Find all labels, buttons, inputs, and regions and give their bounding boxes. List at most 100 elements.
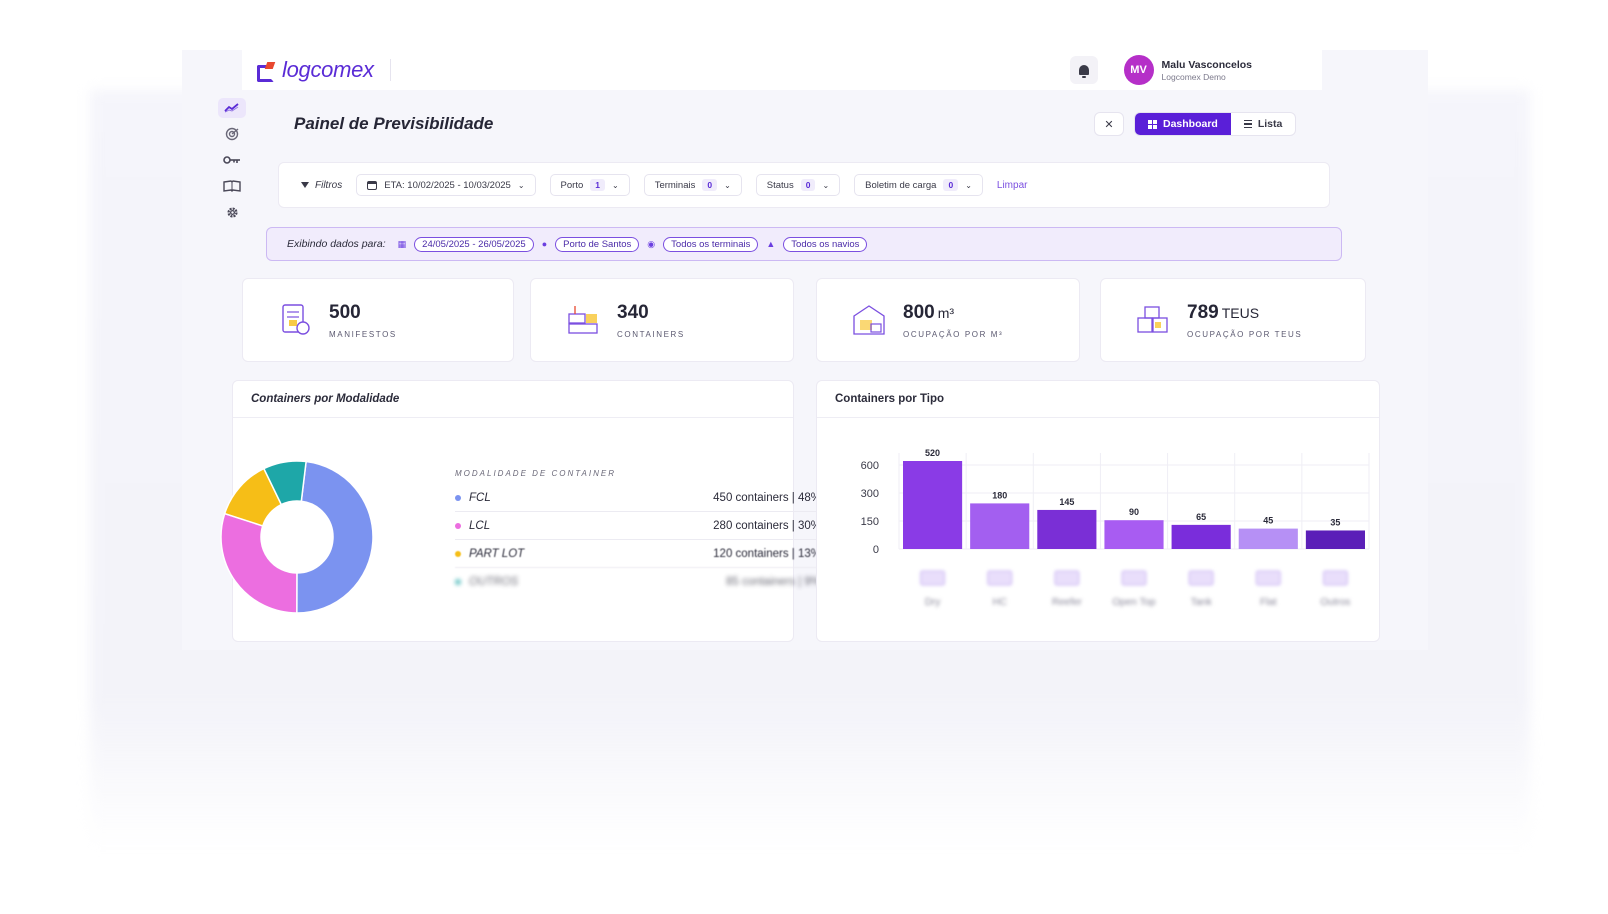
legend-row-outros[interactable]: OUTROS 85 containers | 9% — [455, 568, 821, 596]
boletim-filter[interactable]: Boletim de carga 0 ⌄ — [854, 174, 983, 196]
ships-tag[interactable]: Todos os navios — [783, 236, 868, 252]
calendar-icon: ▦ — [397, 238, 407, 249]
bar-value-label: 35 — [1330, 517, 1340, 527]
legend-dot — [455, 579, 461, 585]
bar-open-top[interactable] — [1104, 520, 1164, 549]
legend-value: 85 containers | 9% — [725, 576, 821, 588]
avatar: MV — [1123, 55, 1154, 85]
location-pin-icon: ● — [541, 239, 548, 249]
kpi-card-ocupacao-m3: 800 m³ OCUPAÇÃO POR M³ — [816, 278, 1080, 362]
donut-slice-fcl[interactable] — [296, 460, 374, 614]
displaying-label: Exibindo dados para: — [287, 238, 386, 250]
kpi-value-teus: 789 TEUS — [1187, 302, 1302, 324]
sidebar-item-analytics[interactable] — [218, 98, 246, 118]
bar-value-label: 180 — [992, 490, 1007, 500]
kpi-unit-m3: m³ — [937, 304, 955, 321]
key-icon — [223, 156, 240, 164]
sidebar-item-access[interactable] — [218, 150, 246, 170]
manifest-icon — [282, 304, 310, 335]
container-type-icon — [1255, 570, 1281, 586]
boletim-label: Boletim de carga — [865, 179, 937, 191]
porto-label: Porto — [560, 179, 584, 191]
chevron-down-icon: ⌄ — [517, 180, 525, 190]
legend-value: 120 containers | 13% — [713, 547, 821, 560]
sidebar-item-settings[interactable] — [218, 202, 246, 222]
legend-name: LCL — [469, 519, 491, 532]
legend-row-fcl[interactable]: FCL 450 containers | 48% — [455, 484, 821, 512]
donut-slice-outros[interactable] — [262, 460, 307, 506]
notifications-button[interactable] — [1069, 56, 1098, 84]
kpi-number-m3: 800 — [903, 301, 935, 323]
warehouse-icon — [853, 305, 885, 335]
view-toggle: Dashboard Lista — [1134, 112, 1297, 136]
radar-icon — [225, 127, 239, 141]
y-tick-label: 150 — [861, 516, 879, 528]
status-count: 0 — [800, 179, 816, 191]
list-icon — [1243, 119, 1252, 129]
terminais-label: Terminais — [654, 179, 696, 191]
donut-chart — [219, 459, 375, 615]
logo-text: logcomex — [282, 57, 374, 82]
topbar-divider — [389, 59, 391, 81]
legend-dot — [455, 522, 461, 529]
clear-filters-button[interactable]: ✕ — [1094, 112, 1124, 136]
list-view-button[interactable]: Lista — [1231, 113, 1296, 135]
bar-tank[interactable] — [1171, 524, 1231, 549]
port-tag[interactable]: Porto de Santos — [555, 236, 640, 252]
kpi-label-teus: OCUPAÇÃO POR TEUS — [1187, 329, 1303, 339]
bar-dry[interactable] — [903, 461, 963, 549]
sidebar — [216, 98, 248, 222]
panel-modalidade: Containers por Modalidade MODALIDADE DE … — [220, 380, 821, 642]
bar-value-label: 520 — [925, 448, 940, 458]
legend-dot — [455, 494, 461, 501]
porto-filter[interactable]: Porto 1 ⌄ — [549, 174, 630, 196]
legend-value: 450 containers | 48% — [713, 491, 821, 504]
date-range-tag[interactable]: 24/05/2025 - 26/05/2025 — [414, 236, 534, 252]
legend-value: 280 containers | 30% — [713, 519, 821, 532]
bar-outros[interactable] — [1305, 530, 1365, 549]
bar-flat[interactable] — [1238, 528, 1298, 549]
bar-reefer[interactable] — [1037, 509, 1097, 549]
boletim-count: 0 — [943, 179, 959, 191]
user-menu[interactable]: MV Malu Vasconcelos Logcomex Demo — [1123, 55, 1252, 85]
sidebar-item-radar[interactable] — [218, 124, 246, 144]
porto-count: 1 — [590, 179, 605, 191]
eta-date-filter[interactable]: ETA: 10/02/2025 - 10/03/2025 ⌄ — [356, 174, 536, 196]
logo[interactable]: logcomex — [257, 57, 374, 83]
grid-icon — [1148, 119, 1157, 129]
app-window: logcomex MV Malu Vasconcelos Logcomex De… — [182, 50, 1428, 650]
status-filter[interactable]: Status 0 ⌄ — [755, 174, 841, 196]
list-label: Lista — [1257, 118, 1283, 130]
teus-icon — [1137, 306, 1168, 333]
kpi-card-manifestos: 500 MANIFESTOS — [242, 278, 514, 362]
terminais-filter[interactable]: Terminais 0 ⌄ — [643, 174, 742, 196]
y-tick-label: 0 — [873, 544, 879, 556]
container-type-icon — [920, 570, 946, 586]
bar-hc[interactable] — [970, 503, 1030, 549]
panel-title-modalidade: Containers por Modalidade — [233, 381, 793, 418]
terminal-pin-icon: ◉ — [647, 238, 656, 249]
x-tick-label: Dry — [925, 597, 941, 608]
container-type-icon — [1322, 570, 1348, 586]
donut-slice-lcl[interactable] — [220, 512, 298, 614]
top-bar: logcomex MV Malu Vasconcelos Logcomex De… — [242, 50, 1322, 90]
bar-svg: 0 150 300 600 520 Dry 180 HC 145 Reefer 90 Open Top… — [861, 448, 1370, 608]
terminals-tag[interactable]: Todos os terminais — [663, 236, 759, 252]
modalidade-legend: MODALIDADE DE CONTAINER FCL 450 containe… — [455, 469, 821, 596]
kpi-unit-teus: TEUS — [1221, 304, 1260, 321]
ship-icon: ▲ — [766, 239, 776, 249]
chevron-down-icon: ⌄ — [611, 180, 619, 190]
bar-chart: 0 150 300 600 520 Dry 180 HC 145 Reefer 90 Open Top… — [835, 441, 1375, 636]
legend-row-lcl[interactable]: LCL 280 containers | 30% — [455, 512, 821, 540]
kpi-card-containers: 340 CONTAINERS — [530, 278, 794, 362]
clear-link[interactable]: Limpar — [996, 179, 1028, 191]
status-label: Status — [766, 179, 794, 191]
legend-row-part-lot[interactable]: PART LOT 120 containers | 13% — [455, 540, 821, 568]
sidebar-item-docs[interactable] — [218, 176, 246, 196]
legend-name: OUTROS — [469, 576, 519, 588]
dashboard-view-button[interactable]: Dashboard — [1135, 113, 1231, 135]
donut-svg — [220, 460, 374, 614]
kpi-value-m3: 800 m³ — [903, 302, 1003, 324]
bar-value-label: 90 — [1129, 507, 1139, 517]
kpi-label-manifestos: MANIFESTOS — [329, 329, 397, 339]
